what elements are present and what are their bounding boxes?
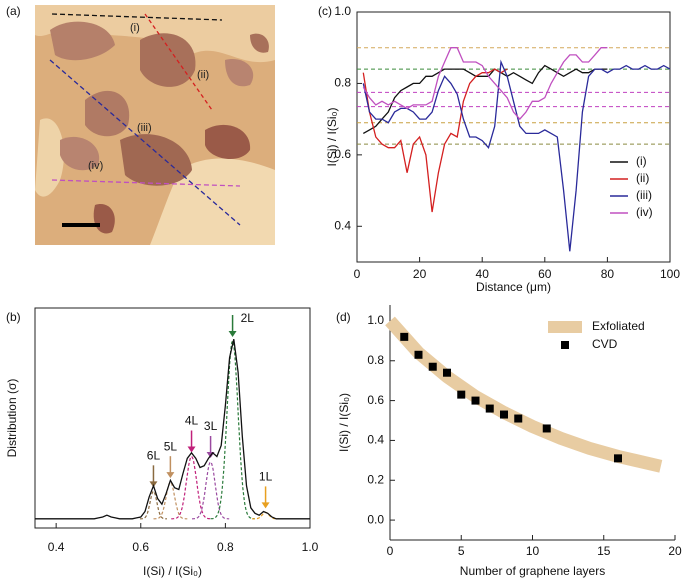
x-axis-label: Number of graphene layers bbox=[460, 564, 605, 578]
point bbox=[542, 424, 551, 433]
peak-arrowhead bbox=[228, 331, 237, 337]
y-tick-label: 0.8 bbox=[334, 76, 351, 90]
x-tick-label: 0.6 bbox=[132, 540, 149, 554]
x-axis-label: Distance (μm) bbox=[476, 280, 551, 294]
legend-label: CVD bbox=[592, 337, 618, 351]
x-tick-label: 1.0 bbox=[302, 540, 319, 554]
panel: (b) 0.4 0.6 0.8 1.0 I(Si) / I(Si₀) Distributio… bbox=[5, 307, 319, 578]
point bbox=[428, 362, 437, 371]
fit-peak bbox=[153, 481, 188, 520]
data-line bbox=[362, 68, 508, 213]
point bbox=[443, 368, 451, 377]
panel-label: (a) bbox=[6, 4, 21, 18]
x-tick-label: 60 bbox=[538, 267, 552, 281]
fit-peak bbox=[139, 490, 167, 520]
panel: (c) 0 20 40 60 80 100 0.4 0.6 0.8 1.0 Distance (μm)… bbox=[318, 4, 680, 294]
peak-label: 2L bbox=[241, 311, 255, 325]
x-axis-label: I(Si) / I(Si₀) bbox=[143, 564, 202, 578]
peak-label: 4L bbox=[185, 414, 199, 428]
y-axis-label: Distribution (σ) bbox=[5, 379, 19, 458]
x-tick-label: 15 bbox=[597, 544, 611, 558]
peak-label: 1L bbox=[259, 470, 273, 484]
y-tick-label: 1.0 bbox=[334, 4, 351, 18]
x-tick-label: 0.8 bbox=[217, 540, 234, 554]
legend-label: (i) bbox=[636, 154, 647, 168]
annotation: (i) bbox=[130, 22, 140, 34]
legend-label: Exfoliated bbox=[592, 319, 645, 333]
y-tick-label: 0.4 bbox=[334, 218, 351, 232]
legend-label: (iv) bbox=[636, 205, 653, 219]
legend-swatch bbox=[548, 321, 582, 333]
x-tick-label: 100 bbox=[660, 267, 680, 281]
peak-arrowhead bbox=[261, 502, 270, 509]
y-tick-label: 0.6 bbox=[367, 393, 384, 407]
fit-peak bbox=[171, 455, 212, 520]
x-tick-label: 80 bbox=[601, 267, 615, 281]
y-axis-label: I(Si) / I(Si₀) bbox=[337, 393, 351, 452]
panel: (d) 0 5 10 15 20 0.0 0.2 0.4 0.6 0.8 1.0 Number of g… bbox=[336, 305, 682, 578]
x-tick-label: 20 bbox=[413, 267, 427, 281]
point bbox=[500, 410, 508, 419]
data-line bbox=[362, 47, 608, 121]
y-tick-label: 0.4 bbox=[367, 433, 384, 447]
x-tick-label: 0 bbox=[387, 544, 394, 558]
point bbox=[414, 350, 423, 359]
x-tick-label: 0.4 bbox=[48, 540, 65, 554]
y-tick-label: 1.0 bbox=[367, 313, 384, 327]
band bbox=[385, 316, 663, 473]
peak-label: 5L bbox=[164, 439, 178, 453]
peak-label: 3L bbox=[204, 419, 218, 433]
peak-arrowhead bbox=[166, 472, 175, 479]
y-tick-label: 0.6 bbox=[334, 147, 351, 161]
annotation: (iii) bbox=[137, 122, 152, 134]
fit-peak bbox=[210, 339, 255, 520]
point bbox=[514, 414, 523, 423]
data-line bbox=[362, 64, 608, 134]
x-tick-label: 0 bbox=[354, 267, 361, 281]
legend-label: (ii) bbox=[636, 171, 649, 185]
legend-swatch bbox=[561, 341, 569, 349]
y-tick-label: 0.2 bbox=[367, 472, 384, 486]
panel-label: (d) bbox=[336, 310, 351, 324]
plot-frame bbox=[34, 307, 311, 529]
point bbox=[471, 396, 480, 405]
plot-frame bbox=[356, 11, 671, 263]
y-tick-label: 0.0 bbox=[367, 512, 384, 526]
point bbox=[614, 454, 622, 463]
data-line bbox=[35, 339, 310, 520]
point bbox=[485, 404, 494, 413]
peak-arrowhead bbox=[187, 446, 196, 453]
panel-label: (b) bbox=[6, 310, 21, 324]
point bbox=[400, 332, 409, 341]
x-tick-label: 10 bbox=[526, 544, 540, 558]
micrograph: (i) (ii) (iii) (iv) bbox=[35, 5, 275, 245]
x-tick-label: 40 bbox=[476, 267, 490, 281]
data-line bbox=[362, 59, 671, 252]
annotation: (iv) bbox=[88, 160, 103, 172]
x-tick-label: 20 bbox=[668, 544, 682, 558]
fit-peak bbox=[192, 461, 230, 520]
point bbox=[457, 390, 466, 399]
peak-label: 6L bbox=[147, 449, 161, 463]
panel-label: (c) bbox=[318, 4, 332, 18]
legend-label: (iii) bbox=[636, 188, 652, 202]
x-tick-label: 5 bbox=[458, 544, 465, 558]
y-tick-label: 0.8 bbox=[367, 353, 384, 367]
y-axis-label: I(Si) / I(Si₀) bbox=[325, 108, 339, 167]
annotation: (ii) bbox=[197, 69, 209, 81]
